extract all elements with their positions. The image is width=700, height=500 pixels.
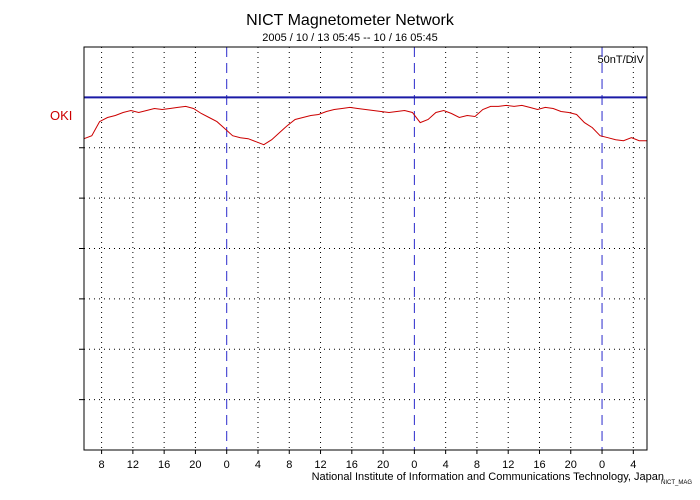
- x-tick-label: 4: [255, 459, 261, 471]
- x-tick-label: 12: [502, 459, 514, 471]
- credit-small-text: NICT_MAG: [660, 480, 692, 486]
- trace-group: [83, 104, 647, 146]
- x-tick-label: 16: [346, 459, 358, 471]
- x-tick-label: 8: [286, 459, 292, 471]
- x-tick-label: 4: [443, 459, 449, 471]
- x-tick-label: 16: [533, 459, 545, 471]
- chart-date-range: 2005 / 10 / 13 05:45 -- 10 / 16 05:45: [262, 32, 438, 44]
- chart-title: NICT Magnetometer Network: [246, 12, 454, 29]
- grid: [79, 47, 647, 450]
- credit-text: National Institute of Information and Co…: [311, 471, 664, 483]
- day-dividers: [226, 47, 603, 450]
- x-tick-label: 4: [630, 459, 636, 471]
- x-tick-label: 20: [189, 459, 201, 471]
- oki-trace-line: [83, 104, 647, 146]
- x-tick-label: 20: [565, 459, 577, 471]
- x-tick-label: 12: [314, 459, 326, 471]
- plot-frame: [83, 46, 648, 451]
- x-tick-label: 0: [224, 459, 230, 471]
- x-tick-label: 12: [127, 459, 139, 471]
- x-tick-label: 16: [158, 459, 170, 471]
- x-tick-label: 0: [411, 459, 417, 471]
- x-tick-label: 8: [99, 459, 105, 471]
- x-tick-label: 8: [474, 459, 480, 471]
- x-tick-label: 20: [377, 459, 389, 471]
- x-tick-label: 0: [599, 459, 605, 471]
- scale-label: 50nT/DIV: [597, 54, 644, 66]
- x-axis-ticks: 8 12 16 20 0 4 8 12 16 20 0 4 8 12 16 20 0 4: [99, 450, 636, 471]
- station-label-oki: OKI: [50, 108, 73, 123]
